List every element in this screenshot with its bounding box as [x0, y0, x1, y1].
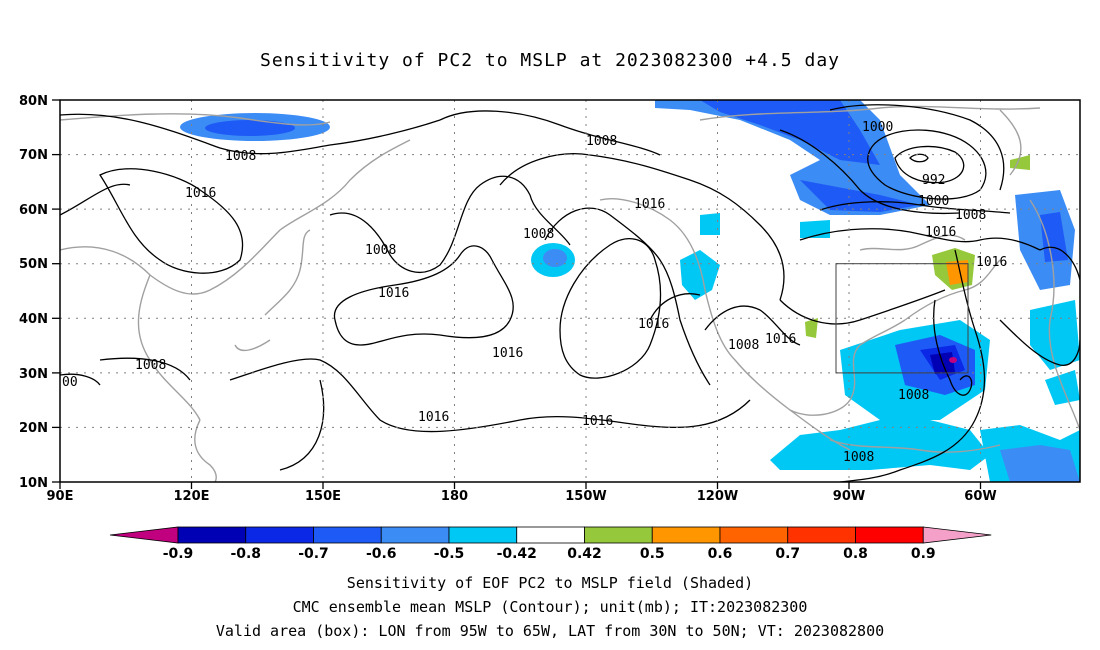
- contour-label: 1016: [418, 410, 449, 425]
- mslp-contours: [60, 104, 1080, 482]
- map-title: Sensitivity of PC2 to MSLP at 2023082300…: [259, 50, 840, 71]
- lat-tick-label: 10N: [19, 476, 48, 491]
- lat-tick-label: 30N: [19, 367, 48, 382]
- lon-tick-label: 120E: [173, 489, 209, 504]
- contour-label: 1016: [634, 197, 665, 212]
- colorbar-label: 0.8: [843, 546, 868, 562]
- caption-line-1: Sensitivity of EOF PC2 to MSLP field (Sh…: [346, 574, 754, 592]
- contour-label: 1016: [378, 286, 409, 301]
- lon-tick-label: 120W: [697, 489, 738, 504]
- colorbar-segment: [651, 526, 721, 544]
- shaded-sensitivity: [180, 100, 1080, 482]
- colorbar-left-triangle: [109, 526, 179, 544]
- colorbar-label: 0.6: [708, 546, 733, 562]
- contour-label: 1008: [586, 134, 617, 149]
- contour-label: 1008: [955, 208, 986, 223]
- colorbar-segment: [787, 526, 856, 544]
- tick-marks: [52, 99, 982, 489]
- colorbar-label: -0.5: [434, 546, 465, 562]
- contour-label: 1016: [638, 317, 669, 332]
- contour-label: 1016: [976, 255, 1007, 270]
- contour-label: 1008: [135, 358, 166, 373]
- lat-tick-label: 60N: [19, 203, 48, 218]
- lon-tick-label: 150E: [305, 489, 341, 504]
- colorbar-label: -0.9: [163, 546, 194, 562]
- contour-label: 00: [62, 375, 78, 390]
- colorbar-segment: [313, 526, 382, 544]
- colorbar-label: 0.5: [640, 546, 665, 562]
- lon-tick-label: 150W: [565, 489, 606, 504]
- colorbar-segment: [380, 526, 450, 544]
- contour-label: 1016: [185, 186, 216, 201]
- latitude-labels: 80N 70N 60N 50N 40N 30N 20N 10N: [19, 94, 48, 491]
- colorbar-segment: [855, 526, 924, 544]
- lat-tick-label: 40N: [19, 312, 48, 327]
- colorbar-segment: [448, 526, 518, 544]
- lat-tick-label: 70N: [19, 148, 48, 163]
- longitude-labels: 90E 120E 150E 180 150W 120W 90W 60W: [47, 489, 997, 504]
- colorbar-label: -0.7: [298, 546, 329, 562]
- colorbar-segment: [177, 526, 247, 544]
- contour-labels: 1008 1016 1008 1008 1016 1016 1016 1016 …: [62, 120, 1007, 465]
- colorbar-segment: [245, 526, 314, 544]
- colorbar-right-triangle: [922, 526, 992, 544]
- contour-label: 1008: [843, 450, 874, 465]
- contour-label: 992: [922, 173, 945, 188]
- contour-label: 1016: [492, 346, 523, 361]
- valid-area-box: [835, 263, 969, 374]
- lat-tick-label: 20N: [19, 421, 48, 436]
- contour-label: 1016: [765, 332, 796, 347]
- lon-tick-label: 90E: [47, 489, 74, 504]
- contour-label: 1008: [898, 388, 929, 403]
- colorbar-label: -0.8: [230, 546, 261, 562]
- contour-label: 1016: [925, 225, 956, 240]
- contour-label: 1008: [365, 243, 396, 258]
- colorbar-segment: [516, 526, 585, 544]
- colorbar-label: 0.7: [775, 546, 800, 562]
- contour-label: 1000: [918, 194, 949, 209]
- lat-tick-label: 50N: [19, 257, 48, 272]
- colorbar-segment: [584, 526, 653, 544]
- lon-tick-label: 60W: [964, 489, 996, 504]
- contour-label: 1008: [728, 338, 759, 353]
- colorbar-label: 0.42: [567, 546, 602, 562]
- caption-line-3: Valid area (box): LON from 95W to 65W, L…: [215, 622, 885, 640]
- map-frame: [59, 99, 1081, 483]
- colorbar-label: -0.6: [366, 546, 397, 562]
- contour-label: 1000: [862, 120, 893, 135]
- caption-line-2: CMC ensemble mean MSLP (Contour); unit(m…: [292, 598, 808, 616]
- contour-label: 1008: [225, 149, 256, 164]
- lon-tick-label: 180: [441, 489, 468, 504]
- colorbar-label: 0.9: [911, 546, 936, 562]
- contour-label: 1008: [523, 227, 554, 242]
- contour-label: 1016: [582, 414, 613, 429]
- colorbar-label: -0.42: [497, 546, 537, 562]
- lon-tick-label: 90W: [833, 489, 865, 504]
- lat-tick-label: 80N: [19, 94, 48, 109]
- colorbar: -0.9 -0.8 -0.7 -0.6 -0.5 -0.42 0.42 0.5 0.6 0.7 0.…: [109, 526, 992, 562]
- colorbar-segment: [719, 526, 789, 544]
